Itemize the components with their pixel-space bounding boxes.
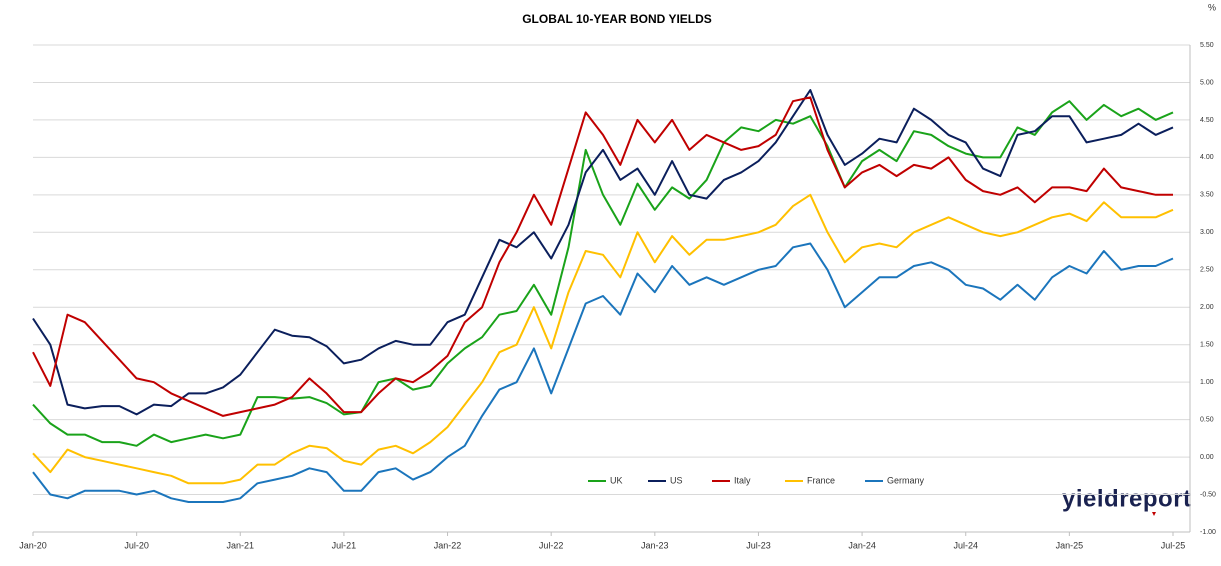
- y-tick-label: -0.50: [1200, 491, 1216, 498]
- series-line: [32, 100, 1174, 447]
- y-tick-label: 5.00: [1200, 79, 1214, 86]
- x-tick-label: Jan-22: [434, 540, 462, 550]
- y-tick-label: 3.00: [1200, 229, 1214, 236]
- legend-label: France: [807, 475, 835, 485]
- legend-label: Italy: [734, 475, 751, 485]
- x-tick-label: Jul-24: [953, 540, 978, 550]
- y-tick-label: 0.00: [1200, 454, 1214, 461]
- x-tick-label: Jan-21: [227, 540, 255, 550]
- y-tick-label: 4.50: [1200, 117, 1214, 124]
- y-tick-label: -1.00: [1200, 529, 1216, 536]
- series-line: [32, 96, 1173, 417]
- x-tick-label: Jul-21: [332, 540, 357, 550]
- x-tick-label: Jan-24: [848, 540, 876, 550]
- x-tick-label: Jul-20: [124, 540, 149, 550]
- logo: yieldreport: [1062, 485, 1192, 512]
- y-tick-label: 1.50: [1200, 342, 1214, 349]
- x-tick-label: Jul-23: [746, 540, 771, 550]
- y-tick-label: 2.50: [1200, 267, 1214, 274]
- chart-title: GLOBAL 10-YEAR BOND YIELDS: [522, 12, 712, 26]
- logo-mark: [1152, 512, 1156, 516]
- series-line: [32, 242, 1174, 503]
- series-line: [32, 89, 1174, 416]
- legend-label: US: [670, 475, 683, 485]
- legend-label: UK: [610, 475, 623, 485]
- x-tick-label: Jan-23: [641, 540, 669, 550]
- y-tick-label: 1.00: [1200, 379, 1214, 386]
- y-unit: %: [1208, 2, 1216, 12]
- x-tick-label: Jul-22: [539, 540, 564, 550]
- legend-label: Germany: [887, 475, 925, 485]
- y-tick-label: 2.00: [1200, 304, 1214, 311]
- series-line: [32, 193, 1174, 485]
- y-tick-label: 3.50: [1200, 192, 1214, 199]
- y-tick-label: 5.50: [1200, 42, 1214, 49]
- y-tick-label: 4.00: [1200, 154, 1214, 161]
- x-tick-label: Jul-25: [1161, 540, 1186, 550]
- x-tick-label: Jan-20: [19, 540, 47, 550]
- y-tick-label: 0.50: [1200, 416, 1214, 423]
- x-tick-label: Jan-25: [1056, 540, 1084, 550]
